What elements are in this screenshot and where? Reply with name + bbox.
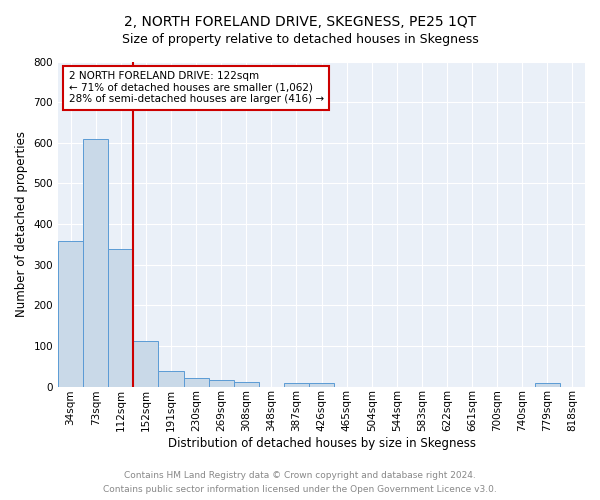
- Bar: [209, 380, 233, 386]
- Bar: [184, 378, 209, 386]
- Bar: [284, 384, 309, 386]
- Text: Size of property relative to detached houses in Skegness: Size of property relative to detached ho…: [122, 32, 478, 46]
- Text: Contains HM Land Registry data © Crown copyright and database right 2024.
Contai: Contains HM Land Registry data © Crown c…: [103, 472, 497, 494]
- Bar: [58, 241, 83, 386]
- Y-axis label: Number of detached properties: Number of detached properties: [15, 131, 28, 317]
- Bar: [158, 371, 184, 386]
- Bar: [309, 384, 334, 386]
- Text: 2 NORTH FORELAND DRIVE: 122sqm
← 71% of detached houses are smaller (1,062)
28% : 2 NORTH FORELAND DRIVE: 122sqm ← 71% of …: [68, 72, 324, 104]
- Text: 2, NORTH FORELAND DRIVE, SKEGNESS, PE25 1QT: 2, NORTH FORELAND DRIVE, SKEGNESS, PE25 …: [124, 15, 476, 29]
- Bar: [535, 384, 560, 386]
- Bar: [108, 249, 133, 386]
- Bar: [233, 382, 259, 386]
- X-axis label: Distribution of detached houses by size in Skegness: Distribution of detached houses by size …: [167, 437, 476, 450]
- Bar: [83, 138, 108, 386]
- Bar: [133, 340, 158, 386]
